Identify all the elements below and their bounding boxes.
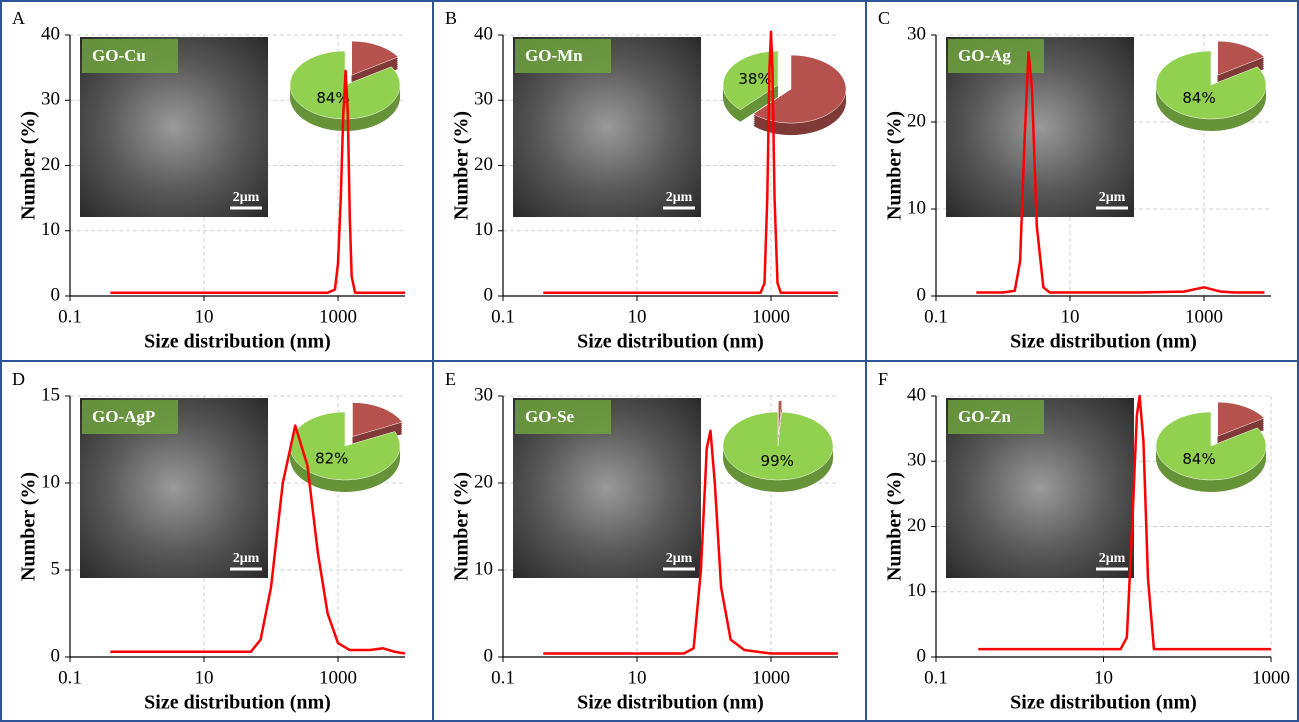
y-tick-label: 10 <box>474 558 493 579</box>
y-tick-label: 40 <box>907 384 926 405</box>
panel: 0 10 20 30 40 0.1 10 1000 Size distribution (nm)… <box>12 8 405 352</box>
y-tick-label: 10 <box>41 471 60 492</box>
y-tick-label: 0 <box>51 645 61 666</box>
x-tick-label: 10 <box>628 306 647 327</box>
x-tick-label: 1000 <box>752 667 790 688</box>
panel-letter: E <box>445 369 456 389</box>
x-tick-label: 10 <box>195 306 214 327</box>
x-axis-label: Size distribution (nm) <box>1010 331 1197 353</box>
scale-bar-label: 2μm <box>1099 551 1126 566</box>
pie-label: 84% <box>1182 450 1215 468</box>
y-axis-label: Number (%) <box>884 472 906 581</box>
x-tick-label: 10 <box>1061 306 1080 327</box>
figure: 0102030400.1101000Size distribution (nm)… <box>0 0 1299 722</box>
y-tick-label: 5 <box>51 558 61 579</box>
inset-label: GO-Ag <box>958 46 1011 65</box>
x-tick-label: 10 <box>195 667 214 688</box>
x-tick-label: 1000 <box>1252 667 1290 688</box>
y-tick-label: 0 <box>51 284 61 305</box>
x-axis-label: Size distribution (nm) <box>1010 692 1197 714</box>
x-axis-label: Size distribution (nm) <box>577 692 764 714</box>
x-tick-label: 0.1 <box>491 306 515 327</box>
panel: 0 10 20 30 40 0.1 10 1000 Size distribution (nm)… <box>445 8 846 352</box>
x-tick-label: 1000 <box>319 306 357 327</box>
sem-inset: GO-AgP 2μm <box>80 398 268 578</box>
x-axis-label: Size distribution (nm) <box>144 331 331 353</box>
x-tick-label: 0.1 <box>58 306 82 327</box>
x-tick-label: 1000 <box>1185 306 1223 327</box>
pie-label: 99% <box>761 452 794 470</box>
y-tick-label: 30 <box>474 384 493 405</box>
y-tick-label: 20 <box>474 471 493 492</box>
y-axis-label: Number (%) <box>451 111 473 220</box>
y-tick-label: 10 <box>907 580 926 601</box>
y-tick-label: 30 <box>907 23 926 44</box>
scale-bar-label: 2μm <box>1099 190 1126 205</box>
y-tick-label: 40 <box>41 23 60 44</box>
y-tick-label: 20 <box>907 110 926 131</box>
y-tick-label: 20 <box>41 154 60 175</box>
sem-inset: GO-Ag 2μm <box>946 37 1134 217</box>
x-axis-label: Size distribution (nm) <box>144 692 331 714</box>
y-tick-label: 0 <box>484 645 494 666</box>
scale-bar-label: 2μm <box>666 190 693 205</box>
panel-letter: C <box>878 8 890 28</box>
scale-bar-label: 2μm <box>233 190 260 205</box>
pie-label: 82% <box>315 449 348 467</box>
sem-inset: GO-Cu 2μm <box>80 37 268 217</box>
y-tick-label: 40 <box>474 23 493 44</box>
panel: 0 5 10 15 0.1 10 1000 Size distribution (nm) Num… <box>12 369 405 713</box>
y-tick-label: 20 <box>474 154 493 175</box>
y-axis-label: Number (%) <box>884 111 906 220</box>
x-axis-label: Size distribution (nm) <box>577 331 764 353</box>
x-tick-label: 1000 <box>319 667 357 688</box>
y-tick-label: 0 <box>917 645 927 666</box>
pie-label: 84% <box>1182 89 1215 107</box>
inset-label: GO-AgP <box>92 407 155 426</box>
inset-label: GO-Cu <box>92 46 146 65</box>
pie-label: 38% <box>738 70 771 88</box>
sem-inset: GO-Se 2μm <box>513 398 701 578</box>
y-tick-label: 0 <box>484 284 494 305</box>
panel: 0 10 20 30 0.1 10 1000 Size distribution (nm) Nu… <box>878 8 1271 352</box>
y-axis-label: Number (%) <box>18 111 40 220</box>
x-tick-label: 1000 <box>752 306 790 327</box>
y-tick-label: 0 <box>917 284 927 305</box>
y-axis-label: Number (%) <box>451 472 473 581</box>
x-tick-label: 0.1 <box>924 306 948 327</box>
y-tick-label: 30 <box>41 89 60 110</box>
scale-bar-label: 2μm <box>233 551 260 566</box>
y-tick-label: 10 <box>41 219 60 240</box>
x-tick-label: 10 <box>1094 667 1113 688</box>
y-tick-label: 30 <box>474 89 493 110</box>
inset-label: GO-Zn <box>958 407 1011 426</box>
inset-label: GO-Se <box>525 407 575 426</box>
y-axis-label: Number (%) <box>18 472 40 581</box>
x-tick-label: 10 <box>628 667 647 688</box>
pie-slice <box>723 412 833 480</box>
sem-inset: GO-Zn 2μm <box>946 398 1134 578</box>
y-tick-label: 10 <box>474 219 493 240</box>
y-tick-label: 10 <box>907 197 926 218</box>
x-tick-label: 0.1 <box>491 667 515 688</box>
y-tick-label: 20 <box>907 515 926 536</box>
panel: 0 10 20 30 40 0.1 10 1000 Size distribution (nm)… <box>878 369 1290 713</box>
x-tick-label: 0.1 <box>924 667 948 688</box>
x-tick-label: 0.1 <box>58 667 82 688</box>
panel-letter: D <box>12 369 25 389</box>
panel: 0 10 20 30 0.1 10 1000 Size distribution (nm) Nu… <box>445 369 838 713</box>
sem-inset: GO-Mn 2μm <box>513 37 701 217</box>
inset-label: GO-Mn <box>525 46 583 65</box>
y-tick-label: 15 <box>41 384 60 405</box>
panel-letter: A <box>12 8 25 28</box>
panel-letter: F <box>878 369 888 389</box>
scale-bar-label: 2μm <box>666 551 693 566</box>
panel-letter: B <box>445 8 457 28</box>
y-tick-label: 30 <box>907 450 926 471</box>
